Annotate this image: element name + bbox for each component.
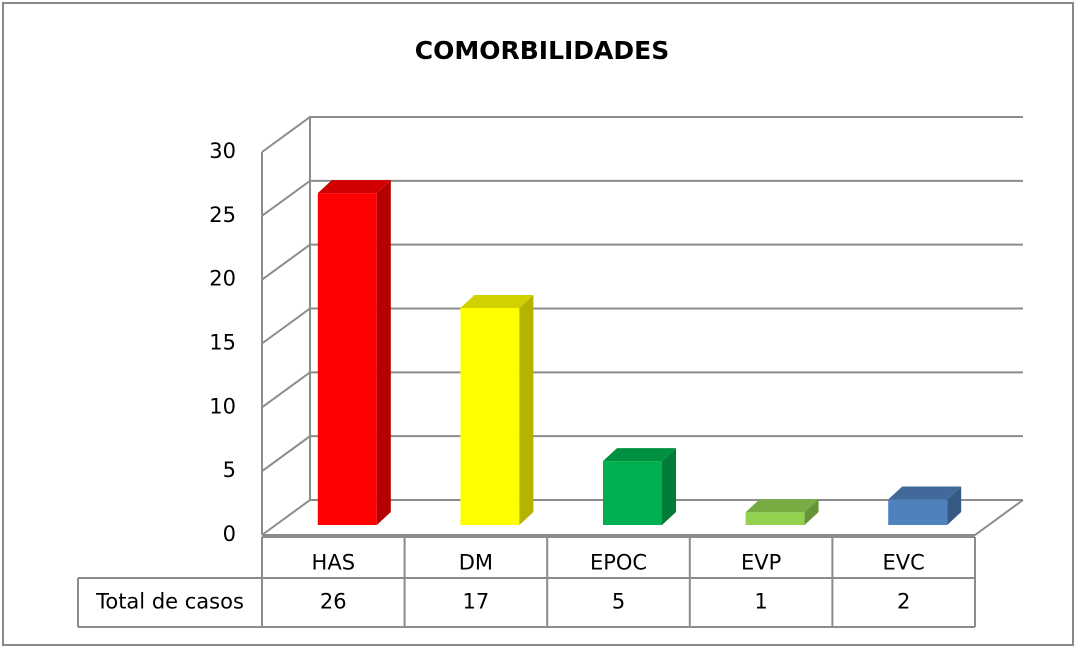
table-value: 26 [320, 590, 347, 614]
y-tick-label: 10 [209, 394, 236, 418]
bar [317, 180, 391, 526]
y-tick-label: 20 [209, 267, 236, 291]
chart-border [2, 2, 1074, 646]
bar-face [603, 448, 676, 462]
bar-face [376, 180, 391, 526]
table-value: 17 [463, 590, 490, 614]
bar-face [745, 499, 819, 513]
y-tick-label: 25 [209, 203, 236, 227]
y-tick-label: 30 [209, 139, 236, 163]
grid-line [261, 307, 1023, 345]
bar-face [317, 193, 377, 526]
bar-face [804, 499, 819, 525]
grid-line [261, 371, 1023, 409]
bar-face [947, 486, 962, 525]
bar-face [603, 461, 662, 525]
grid-line [261, 116, 1023, 153]
bar-face [888, 486, 962, 500]
y-tick-label: 5 [223, 458, 236, 482]
bar-face [519, 294, 534, 525]
bar [745, 499, 819, 525]
bar-face [745, 512, 805, 525]
bar [603, 448, 676, 525]
floor [262, 499, 1024, 536]
bar-face [662, 448, 676, 525]
grid-line [261, 179, 1023, 217]
y-tick-label: 0 [223, 522, 236, 546]
y-tick-label: 15 [209, 331, 236, 355]
bar-face [888, 499, 948, 525]
table-value: 1 [754, 590, 767, 614]
chart-title: COMORBILIDADES [415, 36, 670, 65]
x-tick-label: EVP [741, 551, 781, 575]
bar [460, 294, 534, 525]
grid-line [261, 435, 1023, 472]
x-tick-label: DM [459, 551, 493, 575]
bar-face [317, 180, 391, 194]
bar-face [460, 294, 534, 308]
grid-line [261, 243, 1023, 281]
table-value: 2 [897, 590, 910, 614]
legend-label: Total de casos [95, 590, 244, 614]
bar-face [460, 307, 520, 525]
x-tick-label: HAS [312, 551, 356, 575]
x-tick-label: EPOC [590, 551, 647, 575]
bar [888, 486, 962, 525]
x-tick-label: EVC [883, 551, 925, 575]
table-value: 5 [612, 590, 625, 614]
